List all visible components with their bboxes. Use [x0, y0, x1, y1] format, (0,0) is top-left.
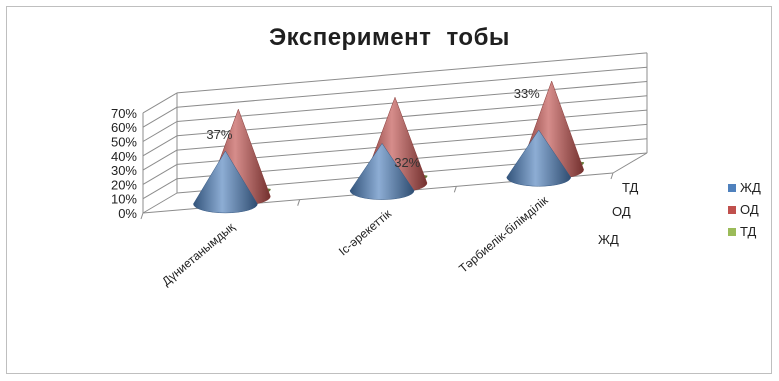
depth-label: ЖД	[598, 232, 619, 247]
category-label: Дүниетанымдық	[159, 219, 238, 288]
gridline	[176, 81, 648, 122]
gridline	[176, 95, 648, 137]
side-gridline	[142, 106, 178, 128]
data-label: 37%	[206, 127, 232, 142]
side-gridline	[142, 178, 178, 200]
side-gridline	[142, 135, 178, 157]
x-tick	[140, 212, 144, 220]
depth-label: ОД	[612, 204, 631, 219]
x-tick	[297, 199, 301, 206]
gridline	[176, 109, 648, 151]
legend-label: ЖД	[740, 180, 761, 195]
x-tick	[453, 186, 457, 193]
legend-swatch	[728, 184, 736, 192]
y-tick-label: 30%	[111, 163, 137, 178]
y-tick-label: 60%	[111, 120, 137, 135]
x-tick	[610, 172, 614, 180]
cone-mark	[193, 150, 258, 214]
gridline	[176, 66, 648, 108]
side-gridline	[142, 149, 178, 171]
cone-mark	[349, 142, 415, 200]
y-tick-label: 10%	[111, 192, 137, 207]
side-gridline	[142, 192, 178, 214]
legend-swatch	[728, 206, 736, 214]
gridline	[176, 52, 648, 94]
depth-label: ТД	[622, 180, 639, 195]
data-label: 33%	[514, 86, 540, 101]
category-label: Тәрбиелік-білімділік	[456, 193, 551, 276]
data-label: 32%	[394, 155, 420, 170]
depth-axis-line	[612, 152, 648, 174]
y-tick-label: 70%	[111, 106, 137, 121]
legend-swatch	[728, 228, 736, 236]
category-label: Іс-әрекеттік	[336, 206, 395, 258]
side-gridline	[142, 163, 178, 185]
side-gridline	[142, 92, 178, 114]
legend-label: ТД	[740, 224, 757, 239]
legend-label: ОД	[740, 202, 759, 217]
cone-mark	[506, 129, 571, 187]
y-tick-label: 40%	[111, 149, 137, 164]
y-tick-label: 0%	[118, 206, 137, 221]
y-tick-label: 20%	[111, 177, 137, 192]
side-gridline	[142, 121, 178, 142]
y-tick-label: 50%	[111, 135, 137, 150]
chart-title: Эксперимент тобы	[269, 24, 510, 51]
